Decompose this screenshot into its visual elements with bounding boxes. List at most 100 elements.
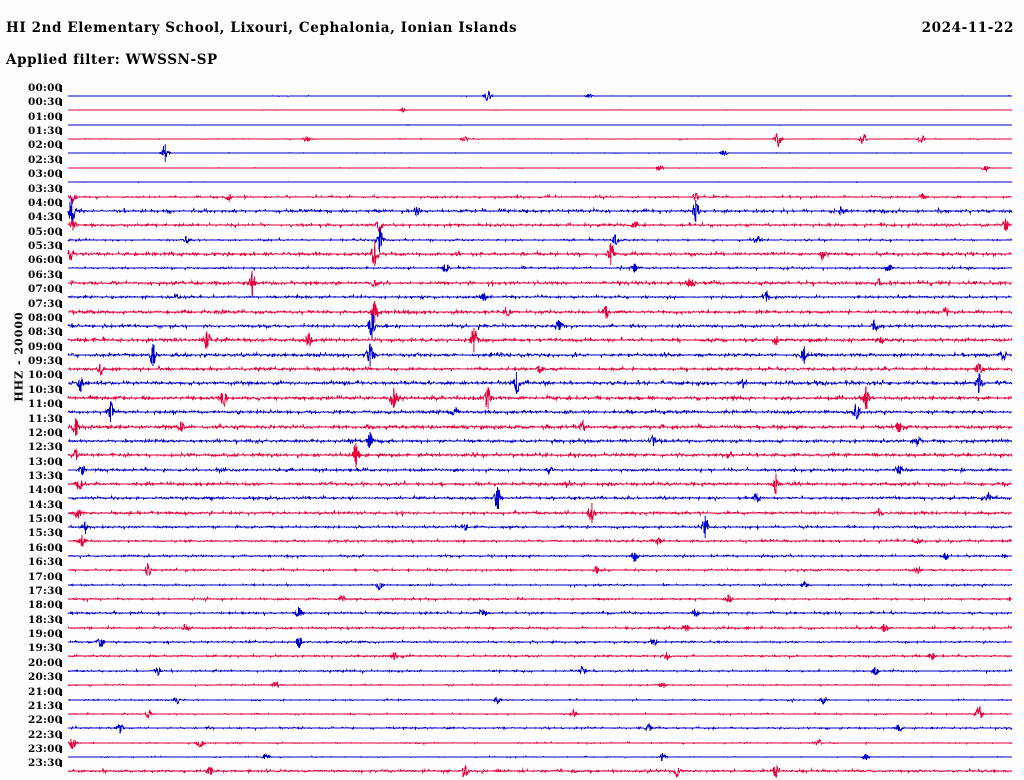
seismic-trace [67,562,1013,578]
seismic-trace [67,548,1012,564]
axis-tick [60,199,62,207]
trace-row: 03:00 [0,168,1024,190]
time-label: 00:30 [28,96,63,109]
seismic-trace [67,763,1013,779]
axis-tick [60,185,62,193]
trace-row: 11:30 [0,413,1024,436]
time-label: 19:00 [28,628,63,641]
time-label: 11:30 [28,412,63,425]
seismic-trace [68,720,1013,736]
trace-row: 20:00 [0,657,1024,679]
axis-tick [60,128,62,136]
axis-tick [60,85,62,92]
trace-row: 08:30 [0,326,1024,353]
seismic-trace [67,749,1013,765]
trace-row: 19:00 [0,628,1024,650]
trace-row: 01:00 [0,111,1024,133]
seismic-trace [67,217,1013,233]
axis-tick [60,616,62,624]
trace-row: 16:00 [0,542,1024,564]
trace-row: 08:00 [0,312,1024,339]
time-label: 10:30 [28,383,63,396]
axis-tick [60,674,62,682]
seismic-trace [67,502,1013,523]
seismic-trace [67,516,1013,539]
axis-tick [60,286,62,294]
seismic-trace [67,270,1013,296]
time-label: 14:30 [28,498,63,511]
time-label: 21:30 [28,699,63,712]
seismic-trace [67,473,1013,495]
trace-row: 12:00 [0,427,1024,449]
trace-row: 05:00 [0,226,1024,253]
axis-tick [60,214,62,222]
seismic-trace [67,313,1013,339]
trace-row: 23:00 [0,743,1024,765]
time-label: 12:30 [28,441,63,454]
axis-tick [60,271,62,279]
time-label: 01:00 [28,110,63,123]
seismic-trace [67,289,1013,305]
trace-row: 23:30 [0,757,1024,779]
time-label: 07:30 [28,297,63,310]
helicorder-plot: 00:00 00:30 01:00 01:30 02:00 02:30 03:00 03:30… [0,78,1024,778]
seismic-trace [67,591,1013,607]
time-label: 02:00 [28,139,63,152]
trace-row: 18:30 [0,614,1024,636]
trace-row: 07:00 [0,283,1024,305]
axis-tick [60,257,62,265]
axis-tick [60,99,62,107]
seismic-trace [67,300,1013,323]
axis-tick [60,645,62,653]
time-label: 23:30 [28,757,63,770]
axis-tick [60,516,62,524]
seismic-trace [67,706,1013,722]
axis-tick [60,113,62,121]
time-label: 05:30 [28,240,63,253]
record-date: 2024-11-22 [921,20,1014,36]
trace-row: 15:00 [0,513,1024,539]
axis-tick [60,731,62,739]
trace-row: 17:00 [0,571,1024,593]
seismic-trace [67,735,1013,751]
time-label: 04:00 [28,196,63,209]
seismic-trace [67,102,1013,118]
trace-row: 07:30 [0,298,1024,323]
trace-row: 19:30 [0,642,1024,664]
trace-row: 02:00 [0,139,1024,163]
time-label: 20:00 [28,656,63,669]
time-label: 14:00 [28,484,63,497]
seismic-trace [67,174,1013,190]
seismic-trace [67,432,1013,449]
trace-row: 15:30 [0,527,1024,549]
trace-row: 09:00 [0,341,1024,367]
axis-tick [60,544,62,552]
trace-row: 10:30 [0,384,1024,409]
trace-row: 21:00 [0,686,1024,708]
trace-row: 09:30 [0,355,1024,377]
axis-tick [60,243,62,251]
trace-row: 20:30 [0,671,1024,693]
trace-row: 13:30 [0,470,1024,495]
axis-tick [60,760,62,768]
seismic-trace [67,692,1013,708]
trace-row: 03:30 [0,183,1024,205]
time-label: 23:00 [28,743,63,756]
seismic-trace [67,634,1013,650]
time-label: 22:30 [28,728,63,741]
axis-tick [60,314,62,322]
axis-tick [60,142,62,150]
trace-row: 10:00 [0,369,1024,395]
time-label: 17:00 [28,570,63,583]
axis-tick [60,688,62,696]
time-label: 21:00 [28,685,63,698]
time-label: 15:00 [28,513,63,526]
axis-tick [60,300,62,308]
axis-tick [60,631,62,639]
seismic-trace [67,443,1013,468]
time-label: 18:30 [28,613,63,626]
axis-tick [60,372,62,380]
seismic-trace [67,605,1013,621]
seismic-trace [67,131,1013,148]
time-label: 06:00 [28,254,63,267]
